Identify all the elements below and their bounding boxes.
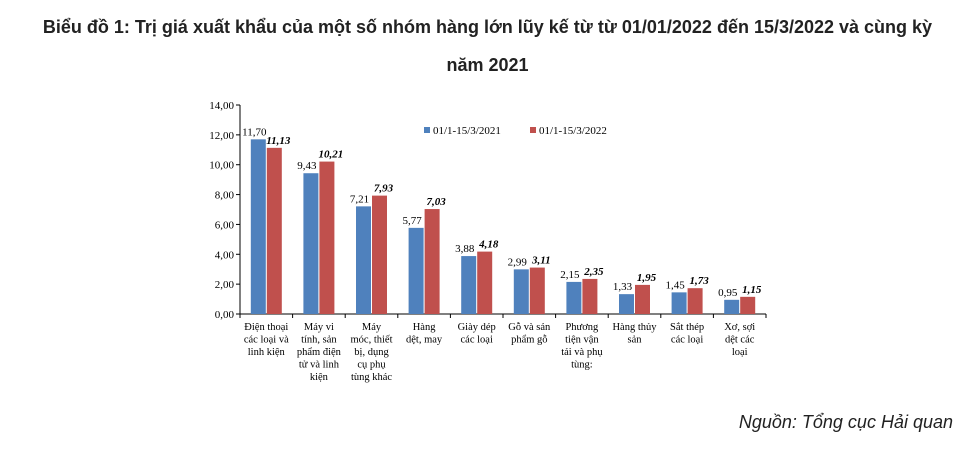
- bar-2021: [461, 256, 477, 314]
- y-tick-label: 12,00: [209, 130, 234, 142]
- data-label-2022: 7,03: [426, 196, 446, 208]
- bar-2021: [303, 173, 319, 314]
- data-label-2021: 11,70: [242, 126, 267, 138]
- bar-2022: [477, 251, 493, 314]
- data-label-2021: 7,21: [350, 193, 369, 205]
- y-tick-label: 10,00: [209, 160, 234, 172]
- chart-title-line1: Biểu đồ 1: Trị giá xuất khẩu của một số …: [42, 17, 933, 37]
- chart-bars: [250, 139, 756, 314]
- data-label-2022: 1,95: [637, 272, 657, 284]
- data-label-2022: 1,73: [689, 275, 709, 287]
- y-tick-label: 4,00: [215, 249, 235, 261]
- bar-2022: [319, 161, 335, 314]
- y-tick-label: 8,00: [215, 190, 235, 202]
- category-label: Sắt thép các loại: [670, 322, 704, 346]
- data-label-2021: 2,99: [508, 256, 528, 268]
- bar-2022: [266, 147, 282, 314]
- category-label: Điện thoại các loại và linh kiện: [244, 322, 289, 358]
- category-label: Máy vi tính, sản phẩm điện tử và linh kiện: [297, 322, 342, 383]
- category-label: Gỗ và sản phẩm gỗ: [508, 322, 551, 346]
- bar-2021: [356, 206, 371, 314]
- bar-chart: 0,00 2,00 4,00 6,00 8,00 10,00 12,00 14,00 11,7…: [209, 100, 767, 383]
- y-tick-label: 14,00: [209, 100, 234, 112]
- bar-2022: [372, 195, 387, 314]
- data-label-2022: 11,13: [266, 135, 291, 147]
- category-label: Hàng thủy sản: [612, 322, 657, 346]
- bar-2021: [619, 294, 634, 314]
- data-label-2022: 2,35: [583, 266, 604, 278]
- bar-2022: [687, 288, 703, 314]
- data-label-2021: 3,88: [455, 243, 475, 255]
- category-label: Máy móc, thiết bị, dụng cụ phụ tùng khác: [351, 322, 393, 383]
- category-label: Phương tiện vận tải và phụ tùng:: [561, 322, 603, 371]
- bar-2021: [724, 299, 740, 314]
- bar-2021: [566, 281, 582, 314]
- bar-2022: [740, 296, 756, 314]
- data-label-2022: 4,18: [478, 239, 499, 251]
- bar-2021: [513, 269, 529, 314]
- category-label: Giày dép các loại: [458, 322, 496, 346]
- legend-swatch: [530, 127, 536, 133]
- y-tick-label: 2,00: [215, 279, 235, 291]
- data-label-2022: 3,11: [531, 255, 551, 267]
- y-tick-label: 0,00: [215, 309, 235, 321]
- bar-2021: [250, 139, 266, 314]
- chart-title-line2: năm 2021: [446, 55, 529, 75]
- source-note: Nguồn: Tổng cục Hải quan: [738, 412, 953, 432]
- data-label-2022: 1,15: [742, 284, 762, 296]
- bar-2022: [424, 209, 440, 314]
- chart-legend: 01/1-15/3/2021 01/1-15/3/2022: [424, 125, 607, 137]
- bar-2021: [408, 227, 424, 314]
- legend-entry: 01/1-15/3/2021: [433, 125, 501, 137]
- legend-entry: 01/1-15/3/2022: [539, 125, 607, 137]
- y-tick-label: 6,00: [215, 219, 235, 231]
- data-label-2022: 7,93: [374, 183, 394, 195]
- category-label: Hàng dệt, may: [406, 322, 443, 346]
- bar-2022: [529, 267, 545, 314]
- data-label-2021: 1,33: [613, 281, 633, 293]
- bar-2022: [635, 284, 650, 314]
- chart-title: Biểu đồ 1: Trị giá xuất khẩu của một số …: [0, 8, 975, 84]
- data-label-2021: 5,77: [402, 215, 422, 227]
- category-label: Xơ, sợi dệt các loại: [724, 322, 755, 358]
- data-label-2021: 9,43: [297, 160, 317, 172]
- bar-2021: [671, 292, 687, 314]
- data-label-2021: 1,45: [665, 279, 685, 291]
- legend-swatch: [424, 127, 430, 133]
- data-label-2021: 0,95: [718, 287, 738, 299]
- data-label-2021: 2,15: [560, 269, 580, 281]
- data-label-2022: 10,21: [319, 149, 344, 161]
- bar-2022: [582, 278, 598, 314]
